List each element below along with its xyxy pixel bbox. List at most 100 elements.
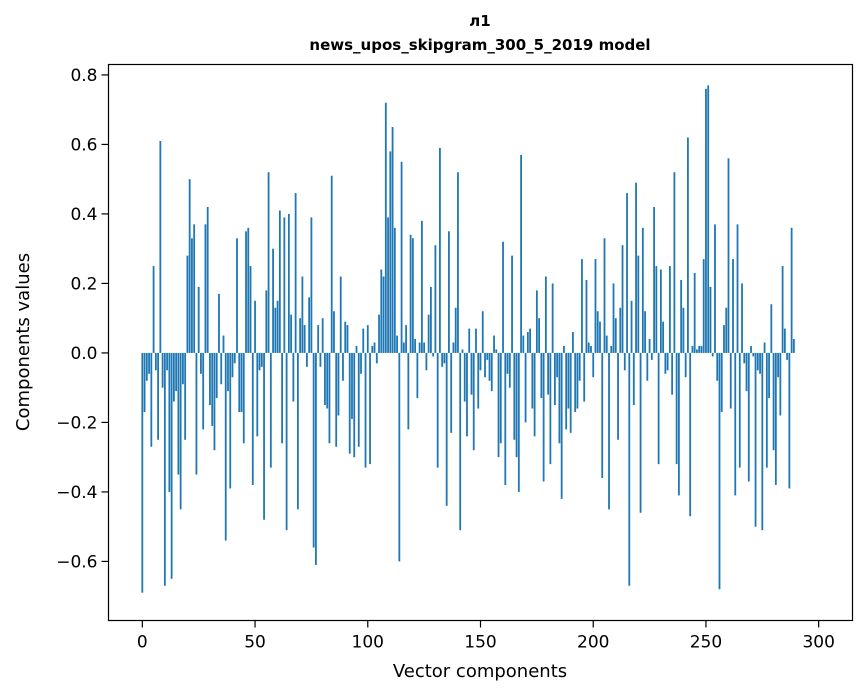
bar-component-265: [738, 352, 741, 468]
bar-component-231: [662, 321, 665, 353]
bar-component-74: [308, 297, 311, 353]
bar-component-128: [430, 286, 432, 353]
bar-component-171: [526, 332, 529, 353]
bar-component-156: [493, 335, 495, 353]
bar-component-134: [443, 352, 446, 364]
bar-component-183: [554, 352, 556, 406]
bar-component-206: [605, 335, 608, 353]
bar-component-269: [747, 352, 750, 482]
bar-component-274: [759, 352, 761, 374]
bar-component-268: [745, 352, 748, 392]
bar-component-40: [231, 352, 234, 378]
bar-component-143: [463, 352, 466, 402]
x-tick-label: 150: [464, 633, 496, 653]
bar-component-20: [186, 255, 189, 353]
y-tick-label: 0.2: [70, 274, 97, 294]
y-tick-label: −0.2: [56, 413, 97, 433]
bar-component-66: [290, 314, 293, 353]
bar-component-209: [612, 283, 615, 353]
x-tick-label: 250: [690, 633, 722, 653]
bar-component-282: [777, 352, 779, 378]
bar-component-275: [761, 352, 764, 531]
bar-component-141: [459, 352, 462, 531]
bar-component-14: [172, 352, 175, 402]
bar-component-106: [380, 269, 383, 353]
bar-component-28: [204, 224, 207, 353]
plot-frame: [107, 63, 854, 622]
bar-component-126: [425, 352, 428, 371]
bar-component-53: [260, 352, 263, 367]
y-tick-label: 0.6: [70, 135, 97, 155]
bar-component-78: [317, 325, 320, 353]
bar-component-43: [238, 352, 241, 412]
bar-component-224: [646, 352, 649, 381]
chart-subtitle: news_upos_skipgram_300_5_2019 model: [309, 36, 651, 54]
bar-component-131: [436, 352, 439, 468]
bar-component-166: [515, 352, 518, 458]
bar-component-123: [418, 342, 421, 353]
bar-component-286: [786, 352, 789, 360]
bar-component-150: [479, 352, 482, 371]
bar-component-208: [610, 345, 613, 353]
x-tick-label: 300: [802, 633, 834, 653]
bar-component-240: [682, 307, 685, 353]
bar-component-174: [533, 352, 536, 437]
bar-component-41: [233, 352, 236, 364]
bar-component-279: [770, 304, 773, 353]
bar-component-239: [680, 279, 683, 353]
bar-component-24: [195, 352, 198, 475]
bar-component-15: [175, 352, 178, 392]
bar-component-118: [407, 352, 410, 430]
bar-component-97: [360, 352, 362, 374]
bar-component-220: [637, 255, 640, 353]
bar-component-75: [310, 217, 313, 353]
bar-component-64: [285, 352, 288, 531]
bar-component-49: [251, 352, 254, 485]
bar-component-124: [420, 220, 423, 353]
bar-component-48: [249, 266, 252, 353]
bar-component-197: [585, 279, 588, 353]
bar-component-187: [563, 345, 565, 353]
bar-component-95: [355, 345, 358, 353]
bar-component-160: [502, 241, 504, 353]
bar-component-98: [362, 328, 365, 353]
bar-component-210: [614, 318, 617, 353]
x-axis-ticks: 0 50 100 150 200 250 300: [137, 620, 835, 653]
bar-component-6: [154, 352, 157, 371]
bar-component-9: [161, 352, 164, 388]
bar-component-185: [558, 352, 561, 444]
bar-component-102: [371, 345, 374, 353]
bar-component-241: [684, 352, 687, 378]
bar-component-189: [567, 352, 570, 409]
bar-component-214: [623, 352, 626, 371]
bar-component-278: [768, 352, 770, 399]
bar-component-215: [626, 193, 628, 353]
bar-component-181: [549, 352, 552, 465]
bar-component-191: [572, 332, 574, 353]
bar-component-114: [398, 352, 401, 562]
bar-component-79: [319, 352, 322, 367]
bar-component-283: [779, 352, 782, 416]
bar-component-76: [312, 352, 315, 548]
x-tick-label: 0: [137, 633, 148, 653]
bar-component-110: [389, 151, 392, 353]
bar-component-32: [213, 352, 216, 451]
bar-component-93: [351, 352, 353, 419]
bar-component-182: [551, 283, 554, 353]
bar-component-116: [402, 342, 405, 353]
bar-component-4: [150, 352, 153, 447]
bar-component-129: [432, 352, 435, 357]
bar-component-199: [590, 345, 592, 353]
bar-component-45: [242, 352, 245, 444]
bar-component-82: [326, 352, 329, 409]
bar-component-233: [666, 352, 669, 371]
bar-component-256: [718, 352, 721, 590]
bar-component-276: [763, 342, 766, 353]
bar-component-184: [556, 352, 559, 378]
bar-component-172: [529, 328, 531, 353]
bar-component-216: [628, 352, 631, 586]
bar-component-90: [344, 321, 347, 353]
bar-component-103: [373, 342, 376, 353]
